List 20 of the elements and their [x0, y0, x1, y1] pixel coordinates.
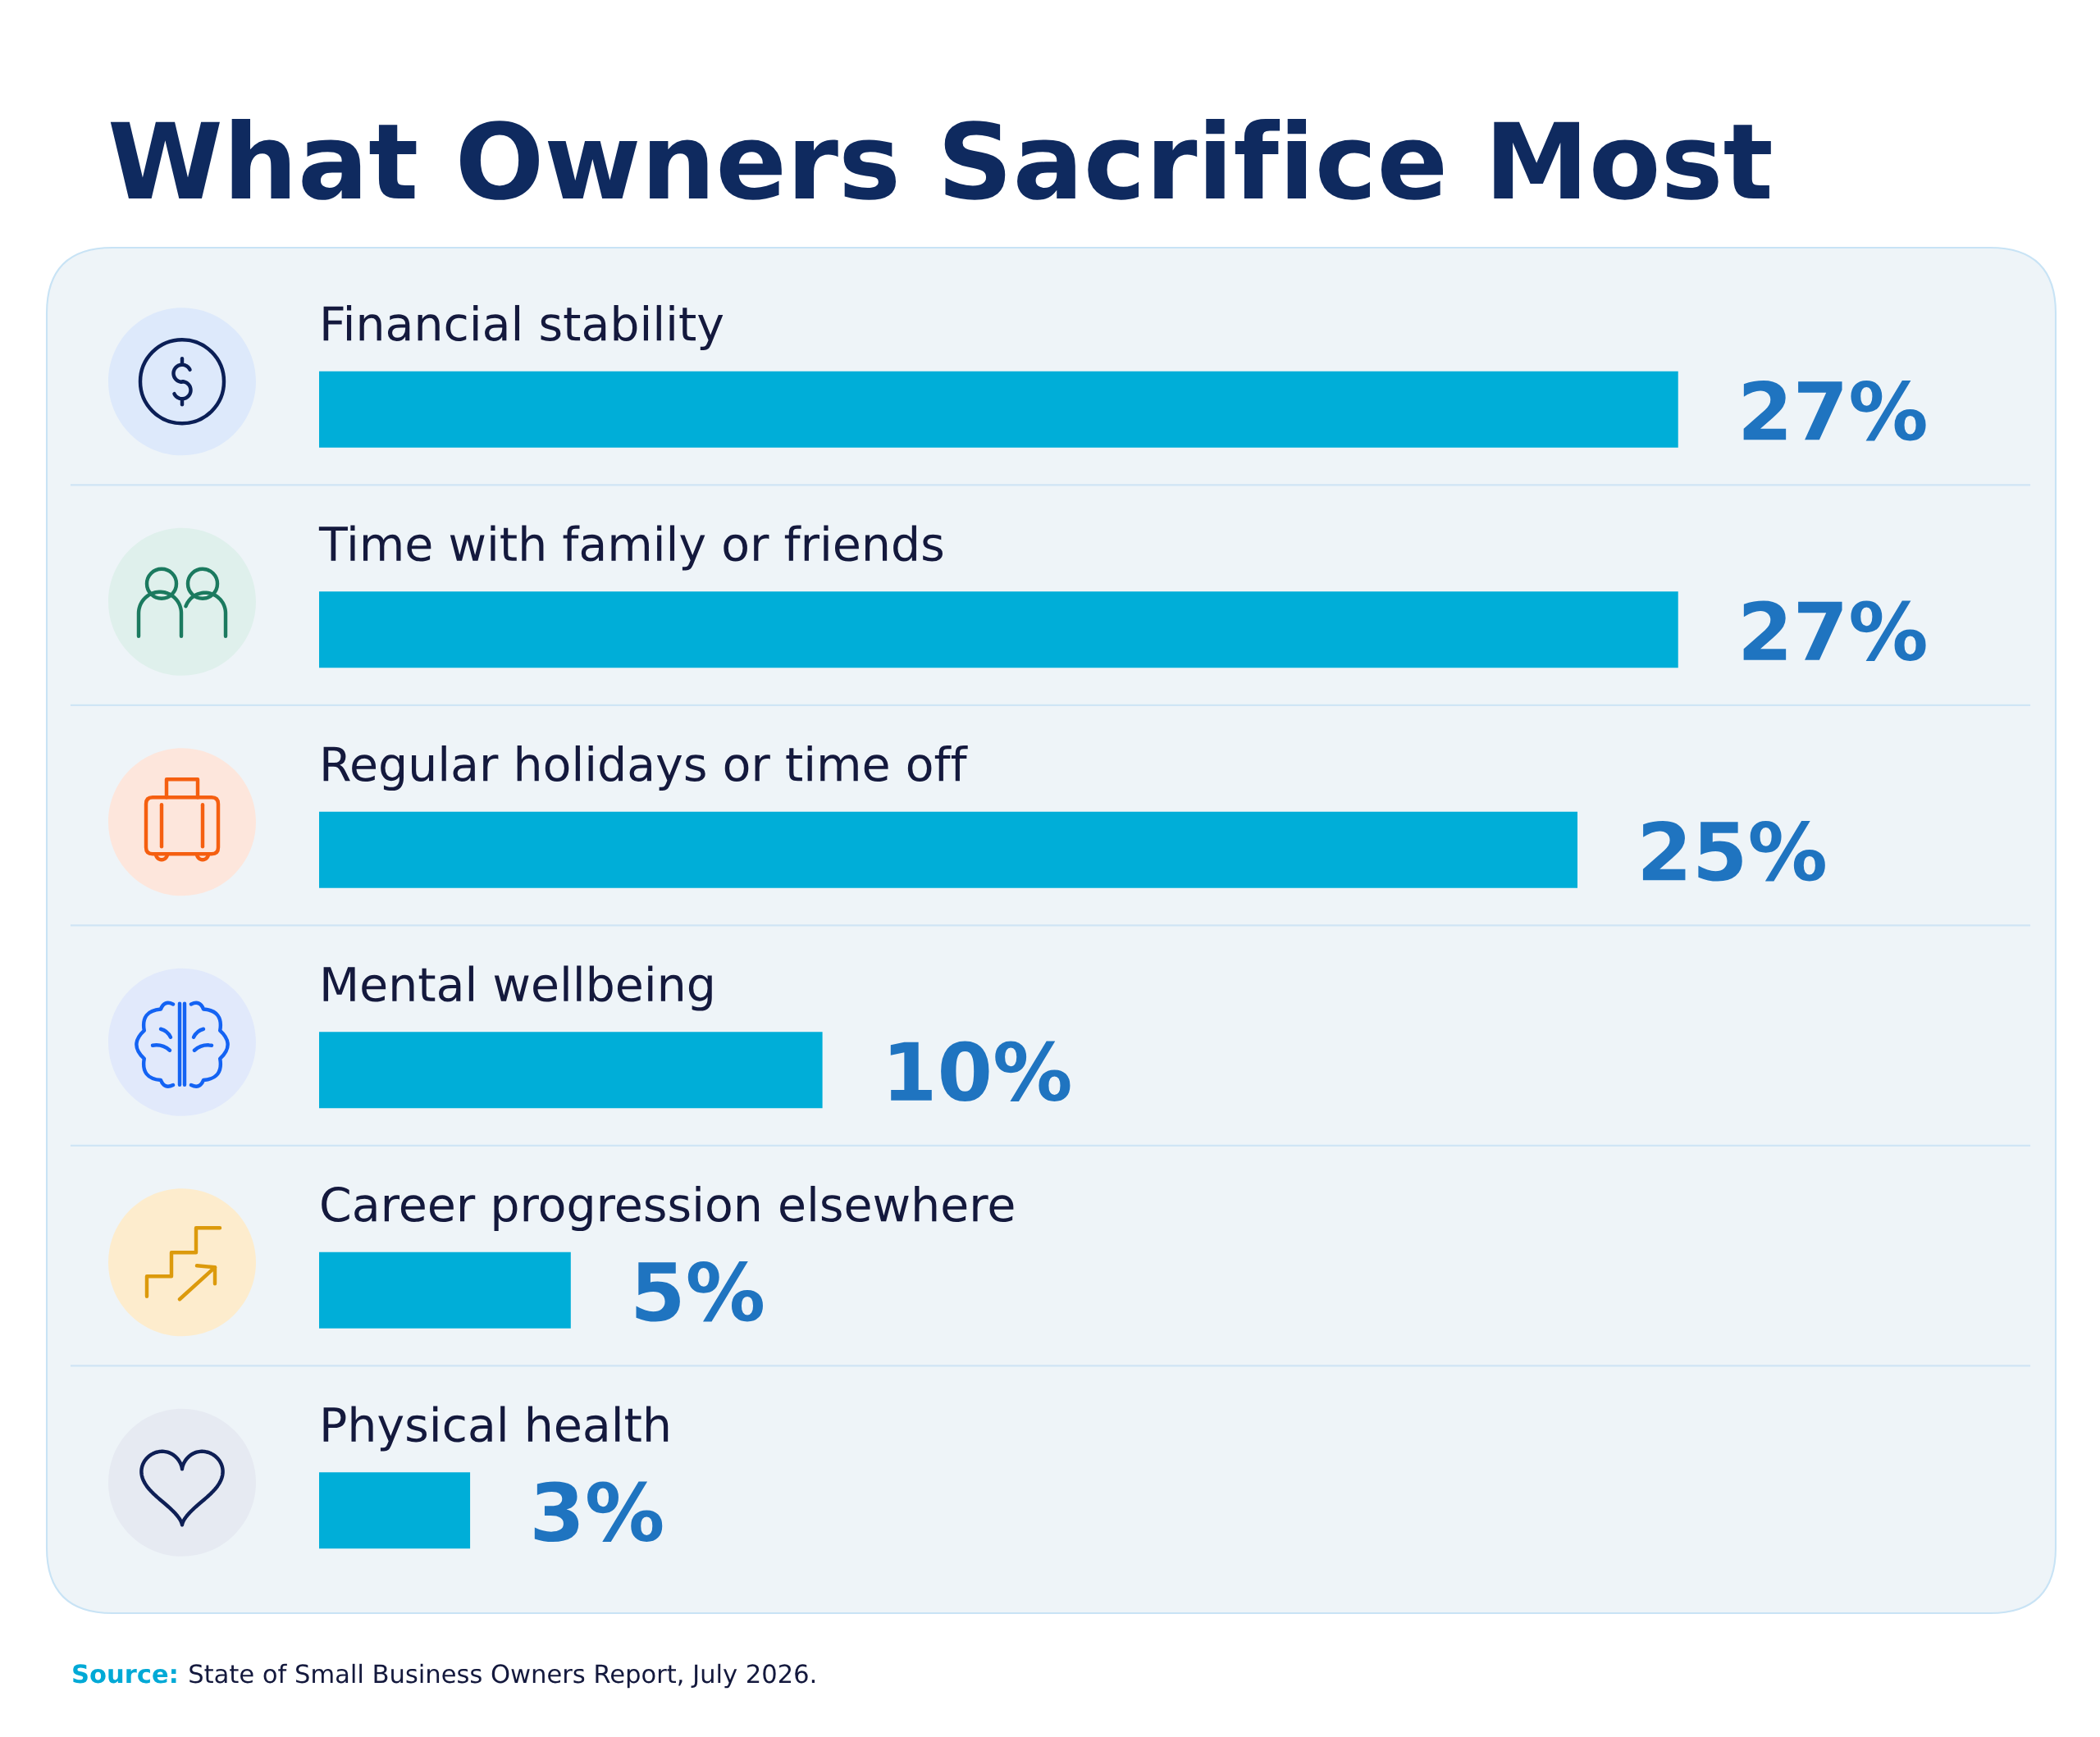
data-label: 25% [1642, 821, 1825, 882]
y-tick-label: Physical health [323, 1406, 669, 1452]
y-tick-label: Time with family or friends [318, 525, 943, 571]
chart-title: What Owners Sacrifice Most [110, 118, 1771, 200]
data-label: 27% [1743, 600, 1926, 662]
bar [319, 371, 1678, 448]
y-tick-label: Career progression elsewhere [322, 1185, 1014, 1232]
bar [319, 1472, 471, 1549]
y-tick-label: Financial stability [323, 304, 724, 351]
source-note: Source: State of Small Business Owners Report, July 2026. [73, 1663, 815, 1689]
y-tick-label: Mental wellbeing [323, 965, 712, 1011]
y-tick-label: Regular holidays or time off [323, 745, 968, 791]
data-label: 5% [636, 1261, 763, 1322]
data-label: 3% [534, 1481, 663, 1543]
data-label: 10% [890, 1041, 1071, 1102]
bar [319, 1032, 823, 1109]
data-label: 27% [1743, 381, 1926, 441]
bar [319, 811, 1578, 888]
bar [319, 591, 1678, 668]
bar [319, 1251, 571, 1329]
